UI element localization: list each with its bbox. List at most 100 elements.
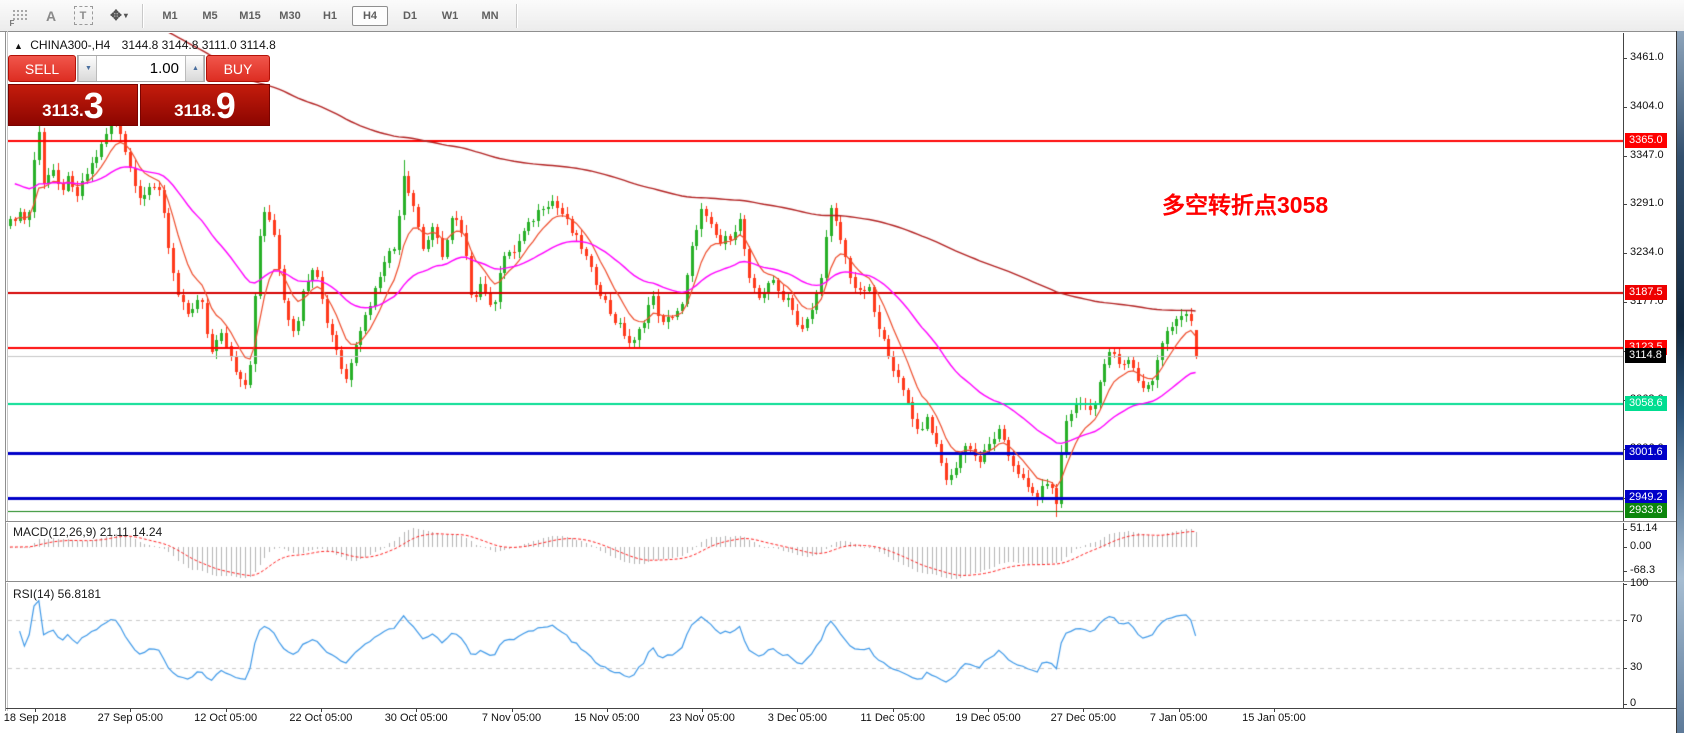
time-tick-label: 22 Oct 05:00 — [289, 712, 353, 724]
rsi-axis-label: 0 — [1630, 697, 1637, 709]
price-tick-label: 3461.0 — [1630, 51, 1664, 63]
chart-ohlc-values: 3144.8 3144.8 3111.0 3114.8 — [121, 38, 276, 52]
hline-price-badge: 3001.6 — [1625, 444, 1667, 460]
time-tick-mark — [892, 708, 894, 712]
volume-increase-button[interactable]: ▲ — [185, 56, 204, 81]
time-tick-label: 7 Jan 05:00 — [1149, 712, 1208, 724]
time-tick-label: 19 Dec 05:00 — [955, 712, 1021, 724]
panel-separator-rsi — [6, 582, 1676, 583]
buy-price-pip: 9 — [215, 85, 236, 127]
time-tick-mark — [606, 708, 608, 712]
price-tick-mark — [1623, 302, 1627, 304]
rsi-indicator-label: RSI(14) 56.8181 — [13, 587, 102, 601]
timeframe-button-M15[interactable]: M15 — [239, 9, 261, 22]
insert-text-icon[interactable]: A — [38, 4, 64, 28]
macd-axis-label-tick — [1623, 547, 1627, 548]
time-tick-label: 18 Sep 2018 — [3, 712, 67, 724]
rsi-axis-label: 100 — [1630, 577, 1649, 589]
price-tick-mark — [1623, 107, 1627, 108]
time-tick-label: 15 Nov 05:00 — [574, 712, 640, 724]
toolbar: F A T ✥ ▾ M1 M5 M15 M30 H1 H4 D1 W1 MN — [0, 0, 1684, 31]
macd-axis-label: 51.14 — [1630, 521, 1658, 534]
grid-f-icon-glyph: F — [10, 9, 27, 28]
price-tick-label: 3347.0 — [1630, 149, 1664, 161]
insert-text-icon-glyph: A — [45, 7, 57, 24]
time-tick-mark — [511, 708, 513, 712]
price-axis-border[interactable] — [1623, 33, 1624, 709]
toolbar-separator — [142, 3, 144, 28]
cursor-mode-icon[interactable]: ✥ ▾ — [102, 4, 136, 28]
hline-price-badge: 3058.6 — [1625, 395, 1667, 411]
timeframe-button-H4[interactable]: H4 — [352, 5, 388, 26]
time-tick-mark — [130, 708, 132, 712]
timeframe-toolbar: M1 M5 M15 M30 H1 H4 D1 W1 MN — [150, 5, 510, 26]
timeframe-button-W1[interactable]: W1 — [441, 9, 459, 22]
volume-stepper: ▼ ▲ — [77, 55, 205, 82]
window-border — [1676, 31, 1677, 733]
sell-price-pip: 3 — [83, 85, 104, 127]
window-frame-edge — [1677, 31, 1684, 733]
timeframe-button-M5[interactable]: M5 — [202, 9, 218, 22]
timeframe-button-H1[interactable]: H1 — [322, 9, 338, 22]
hline-price-badge: 2933.8 — [1625, 503, 1667, 519]
time-tick-label: 23 Nov 05:00 — [669, 712, 735, 724]
price-tick-mark — [1623, 58, 1627, 59]
time-tick-label: 27 Sep 05:00 — [97, 712, 164, 724]
window-border — [7, 31, 8, 711]
rsi-axis-label-tick — [1623, 620, 1627, 621]
time-tick-mark — [35, 708, 36, 712]
time-tick-label: 30 Oct 05:00 — [384, 712, 448, 724]
hline-price-badge: 3187.5 — [1625, 285, 1667, 301]
one-click-trading-panel: SELL ▼ ▲ BUY 3113. 3 3118. 9 — [8, 55, 270, 126]
buy-price-quote[interactable]: 3118. 9 — [140, 84, 270, 126]
panel-separator-rsi[interactable] — [6, 581, 1676, 582]
time-tick-label: 12 Oct 05:00 — [194, 712, 258, 724]
text-label-icon-glyph: T — [73, 6, 93, 25]
chart-header: ▲ CHINA300-,H4 3144.8 3144.8 3111.0 3114… — [14, 38, 276, 52]
time-tick-mark — [1178, 708, 1180, 712]
rsi-axis-label: 70 — [1630, 613, 1643, 625]
time-tick-mark — [1083, 708, 1085, 712]
volume-input[interactable] — [97, 56, 185, 81]
window-border — [0, 31, 1684, 32]
quote-prices-row: 3113. 3 3118. 9 — [8, 84, 270, 126]
time-tick-mark — [416, 708, 418, 712]
macd-axis-label: 0.00 — [1630, 540, 1652, 552]
rsi-axis-label-tick — [1623, 668, 1627, 669]
chart-text-annotation[interactable]: 多空转折点3058 — [1162, 192, 1329, 218]
time-tick-label: 15 Jan 05:00 — [1242, 712, 1306, 724]
buy-button[interactable]: BUY — [206, 55, 270, 82]
collapse-icon[interactable]: ▲ — [14, 41, 23, 51]
timeframe-button-D1[interactable]: D1 — [402, 9, 418, 22]
sell-button[interactable]: SELL — [8, 55, 76, 82]
macd-axis-label-tick — [1623, 571, 1627, 573]
time-tick-mark — [797, 708, 799, 712]
window-border — [0, 32, 1684, 33]
grid-f-icon-label: F — [9, 19, 15, 28]
timeframe-button-M1[interactable]: M1 — [162, 9, 178, 22]
panel-separator-macd — [6, 522, 1676, 523]
price-chart-canvas[interactable] — [8, 33, 1623, 708]
time-axis-border — [6, 708, 1676, 709]
text-label-icon[interactable]: T — [70, 4, 96, 28]
sell-price-quote[interactable]: 3113. 3 — [8, 84, 138, 126]
macd-axis-label: -68.3 — [1630, 564, 1656, 577]
panel-separator-macd[interactable] — [6, 521, 1676, 522]
sell-price-main: 3113. — [42, 101, 84, 120]
rsi-axis-label-tick — [1623, 584, 1627, 585]
toolbar-separator — [516, 3, 518, 28]
time-tick-mark — [320, 708, 322, 712]
price-tick-mark — [1623, 253, 1627, 255]
hline-price-badge: 3365.0 — [1625, 132, 1667, 148]
price-tick-label: 3291.0 — [1630, 197, 1664, 210]
trade-controls-row: SELL ▼ ▲ BUY — [8, 55, 270, 82]
chevron-down-icon: ▾ — [123, 11, 128, 20]
timeframe-button-M30[interactable]: M30 — [279, 9, 301, 22]
time-tick-label: 3 Dec 05:00 — [767, 712, 828, 724]
timeframe-button-MN[interactable]: MN — [481, 9, 499, 22]
volume-decrease-button[interactable]: ▼ — [78, 56, 97, 81]
chart-title: CHINA300-,H4 — [30, 38, 111, 52]
rsi-axis-label: 30 — [1630, 661, 1643, 673]
grid-f-icon[interactable]: F — [6, 4, 32, 28]
